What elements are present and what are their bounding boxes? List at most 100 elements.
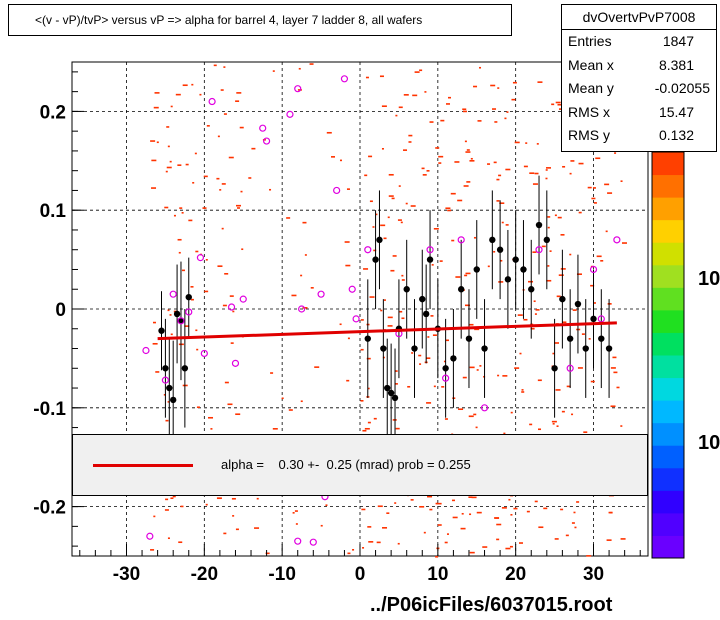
hist-bin [505, 547, 511, 550]
profile-point [465, 335, 473, 342]
hist-bin [331, 156, 336, 158]
hist-bin [607, 192, 613, 194]
stats-value: 15.47 [658, 103, 694, 120]
hist-bin [534, 172, 539, 175]
hist-bin [347, 337, 350, 340]
file-footer: ../P06icFiles/6037015.root [370, 594, 613, 616]
hist-bin [496, 538, 500, 541]
hist-bin [360, 319, 364, 321]
hist-bin [410, 205, 416, 207]
palette-cell [652, 197, 684, 221]
open-point [613, 236, 621, 244]
hist-bin [590, 284, 595, 287]
palette-cell [652, 377, 684, 401]
hist-bin [382, 527, 388, 529]
hist-bin [469, 551, 475, 554]
open-point [589, 265, 598, 274]
profile-point [605, 345, 613, 352]
stats-box: dvOvertvPvP7008 Entries 1847 Mean x 8.381 … [561, 4, 717, 152]
hist-bin [560, 234, 565, 236]
hist-bin [360, 348, 364, 351]
hist-bin [366, 357, 371, 360]
hist-bin [518, 542, 523, 544]
open-point [196, 254, 205, 262]
hist-bin [364, 174, 368, 177]
stats-row: RMS y 0.132 [562, 124, 716, 148]
hist-bin [346, 188, 350, 190]
hist-bin [479, 365, 482, 367]
open-point [340, 75, 349, 83]
hist-bin [570, 160, 575, 162]
hist-bin [394, 370, 398, 372]
hist-bin [195, 250, 199, 253]
profile-point [364, 335, 371, 342]
hist-bin [421, 167, 425, 170]
hist-bin [454, 161, 460, 163]
hist-bin [368, 541, 374, 543]
hist-bin [469, 513, 472, 516]
hist-bin [204, 290, 209, 293]
hist-bin [314, 366, 320, 368]
hist-bin [435, 555, 439, 558]
fit-legend: alpha = 0.30 +- 0.25 (mrad) prob = 0.255 [72, 434, 648, 496]
palette-frame [651, 151, 685, 559]
hist-bin [468, 323, 474, 326]
hist-bin [445, 207, 451, 210]
hist-bin [571, 522, 575, 524]
hist-bin [604, 183, 610, 186]
hist-bin [379, 75, 384, 78]
profile-point [528, 286, 535, 293]
hist-bin [554, 538, 559, 540]
hist-bin [405, 202, 408, 205]
hist-bin [400, 221, 403, 224]
hist-bin [616, 386, 620, 389]
palette-cell [652, 332, 684, 356]
hist-bin [194, 152, 197, 155]
hist-bin [606, 539, 612, 541]
hist-bin [376, 541, 381, 544]
profile-point [473, 266, 480, 273]
palette-cell [652, 535, 684, 559]
hist-bin [458, 408, 464, 411]
hist-bin [535, 309, 540, 311]
open-point [259, 124, 267, 132]
hist-bin [237, 207, 241, 209]
hist-bin [170, 497, 174, 500]
hist-bin [546, 279, 552, 282]
hist-bin [173, 214, 176, 217]
hist-bin [346, 379, 350, 382]
profile-point [582, 345, 589, 352]
open-point [317, 290, 325, 298]
hist-bin [230, 342, 234, 344]
y-tick-label: -0.2 [33, 498, 66, 519]
palette-cell [652, 400, 684, 424]
x-tick-label: -20 [191, 564, 218, 585]
hist-bin [397, 219, 402, 221]
hist-bin [501, 507, 507, 509]
hist-bin [441, 386, 445, 388]
hist-bin [164, 509, 169, 511]
palette-cell [652, 287, 684, 311]
profile-point [442, 365, 449, 372]
hist-bin [469, 366, 475, 369]
profile-point [419, 295, 426, 303]
hist-bin [156, 141, 159, 144]
hist-bin [213, 64, 217, 67]
hist-bin [511, 98, 516, 101]
hist-bin [339, 323, 342, 326]
hist-bin [167, 401, 170, 403]
open-point [309, 538, 317, 546]
open-point [566, 364, 574, 372]
hist-bin [232, 515, 235, 517]
stats-value: -0.02055 [654, 80, 710, 96]
hist-bin [248, 177, 252, 179]
hist-bin [210, 428, 213, 430]
hist-bin [503, 432, 506, 435]
hist-bin [361, 508, 366, 511]
hist-bin [196, 348, 199, 351]
hist-bin [588, 338, 591, 340]
hist-bin [451, 239, 455, 242]
hist-bin [552, 423, 555, 425]
hist-bin [447, 209, 452, 212]
hist-bin [576, 501, 580, 503]
